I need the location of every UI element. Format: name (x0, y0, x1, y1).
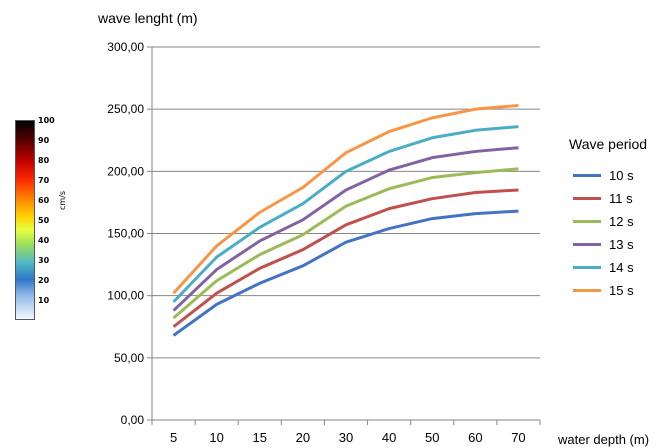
colorbar-tick-label: 80 (38, 156, 50, 165)
x-tick-label: 20 (296, 430, 310, 445)
x-axis-title: water depth (m) (558, 432, 650, 447)
x-tick-label: 40 (382, 430, 396, 445)
colorbar-tick-label: 100 (38, 116, 55, 125)
colorbar (15, 120, 35, 320)
y-axis-title: wave lenght (m) (98, 10, 198, 26)
series-line-13s (172, 146, 519, 312)
legend-swatch (573, 288, 601, 292)
y-tick-label: 100,00 (107, 289, 144, 303)
legend-item: 10 s (573, 167, 634, 183)
x-tick-label: 15 (253, 430, 267, 445)
legend-swatch (573, 242, 601, 246)
legend-label: 15 s (609, 282, 634, 298)
y-tick-label: 200,00 (107, 164, 144, 178)
legend-swatch (573, 265, 601, 269)
colorbar-tick-label: 50 (38, 216, 50, 225)
x-tick-label: 60 (468, 430, 482, 445)
y-tick-label: 300,00 (107, 40, 144, 54)
x-tick-label: 10 (209, 430, 223, 445)
colorbar-tick-label: 20 (38, 276, 50, 285)
legend-item: 14 s (573, 259, 634, 275)
series-line-10s (172, 209, 519, 337)
x-tick-label: 30 (339, 430, 353, 445)
legend-label: 14 s (609, 259, 634, 275)
series-line-15s (172, 103, 519, 295)
legend-item: 11 s (573, 190, 633, 206)
legend-item: 13 s (573, 236, 634, 252)
legend-swatch (573, 196, 601, 200)
legend-swatch (573, 219, 601, 223)
colorbar-tick-label: 30 (38, 256, 50, 265)
legend-item: 15 s (573, 282, 634, 298)
x-tick-label: 70 (511, 430, 525, 445)
colorbar-tick-label: 40 (38, 236, 50, 245)
series-line-14s (172, 125, 519, 303)
colorbar-tick-label: 10 (38, 296, 50, 305)
colorbar-tick-label: 90 (38, 136, 50, 145)
colorbar-tick-label: 60 (38, 196, 50, 205)
legend-title: Wave period (569, 136, 648, 152)
legend-label: 10 s (609, 167, 634, 183)
legend-label: 13 s (609, 236, 634, 252)
series-line-11s (172, 188, 519, 328)
legend-swatch (573, 173, 601, 177)
colorbar-tick-label: 70 (38, 176, 50, 185)
series-line-12s (172, 167, 519, 320)
y-tick-label: 150,00 (107, 227, 144, 241)
legend-item: 12 s (573, 213, 634, 229)
y-tick-label: 250,00 (107, 102, 144, 116)
legend-label: 11 s (609, 190, 633, 206)
x-tick-label: 50 (425, 430, 439, 445)
y-tick-label: 50,00 (114, 351, 144, 365)
y-tick-label: 0,00 (121, 413, 145, 427)
x-tick-label: 5 (170, 430, 177, 445)
legend-label: 12 s (609, 213, 634, 229)
